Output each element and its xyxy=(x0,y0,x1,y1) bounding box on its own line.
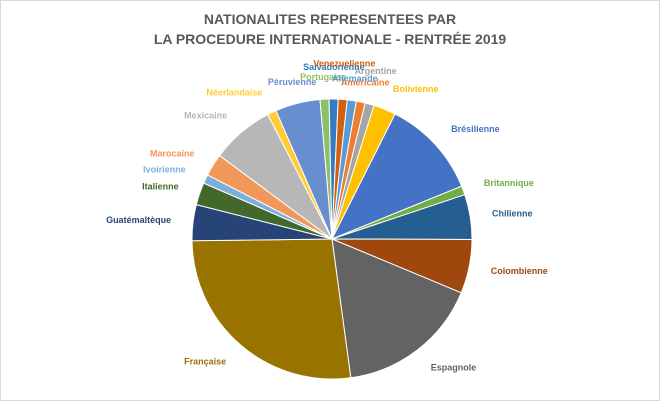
pie-slice-allemande xyxy=(331,99,357,240)
slice-label-marocaine: Marocaine xyxy=(150,148,195,158)
slice-label-allemande: Allemande xyxy=(332,74,378,84)
slice-label-chilienne: Chilienne xyxy=(492,208,533,218)
pie-slice-espagnole xyxy=(331,238,462,379)
chart-title: NATIONALITES REPRESENTEES PAR LA PROCEDU… xyxy=(1,9,659,49)
pie-slice-francaise xyxy=(191,238,352,380)
chart-title-line-2: LA PROCEDURE INTERNATIONALE - RENTRÉE 20… xyxy=(153,31,507,47)
slice-label-francaise: Française xyxy=(184,357,226,367)
slice-label-britannique: Britannique xyxy=(484,178,534,188)
slice-label-ivoirienne: Ivoirienne xyxy=(143,165,186,175)
slice-label-portugaise: Portugaise xyxy=(300,72,347,82)
slice-label-venezuelienne: Venezuelienne xyxy=(313,59,375,69)
slice-label-peruvienne: Péruvienne xyxy=(268,77,317,87)
slice-label-guatemalteque: Guatémaltèque xyxy=(106,215,171,225)
pie-slice-bresilienne xyxy=(330,113,463,240)
slice-label-salvadorienne: Salvadorienne xyxy=(303,62,365,72)
slice-label-bresilienne: Brésilienne xyxy=(451,124,500,134)
slice-label-colombienne: Colombienne xyxy=(491,266,548,276)
slice-label-neerlandaise: Néerlandaise xyxy=(206,88,262,98)
slice-label-argentine: Argentine xyxy=(355,66,397,76)
chart-title-line-1: NATIONALITES REPRESENTEES PAR xyxy=(203,11,457,27)
slice-label-bolivienne: Bolivienne xyxy=(393,84,439,94)
slice-label-italienne: Italienne xyxy=(142,182,179,192)
slice-label-mexicaine: Mexicaine xyxy=(184,111,227,121)
slice-label-espagnole: Espagnole xyxy=(431,362,477,372)
slice-label-americaine: Américaine xyxy=(341,78,390,88)
